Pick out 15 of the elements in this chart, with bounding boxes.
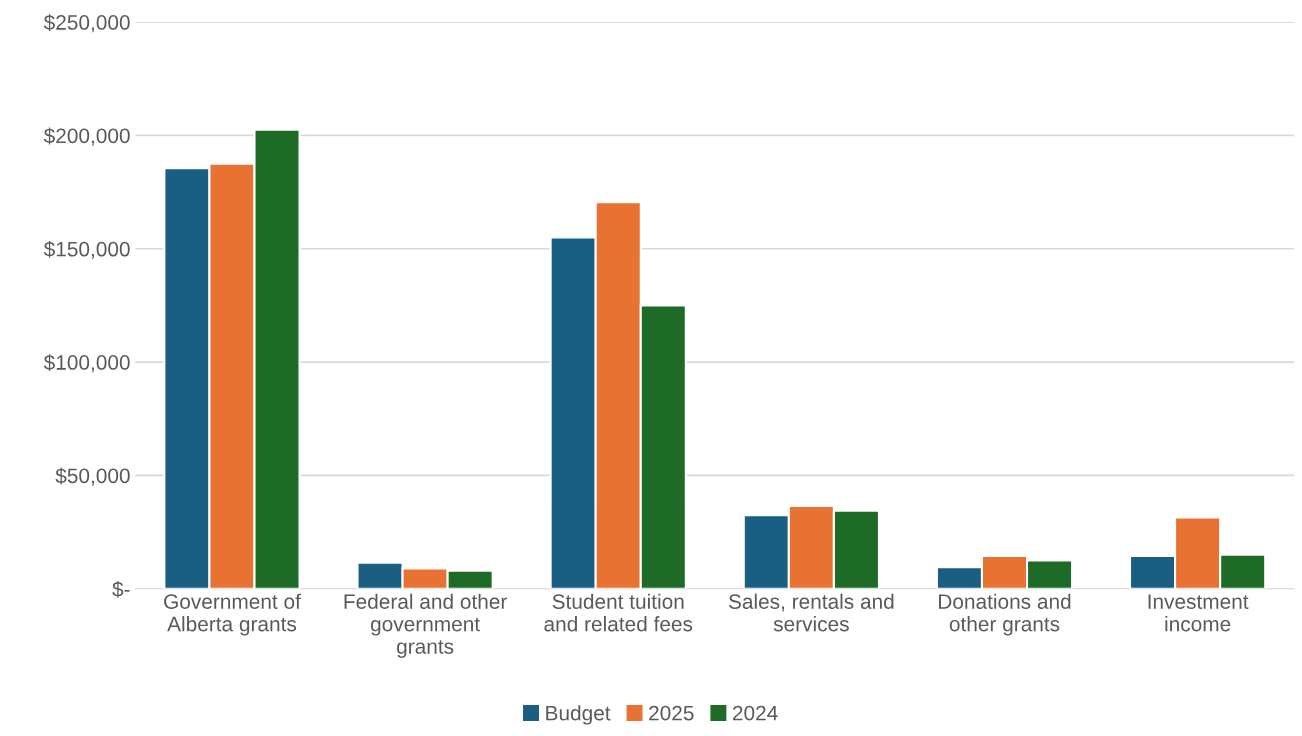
x-tick-label: Sales, rentals and services	[728, 593, 894, 632]
y-tick-label: $-	[112, 580, 130, 598]
x-tick-label: Federal and other government grants	[344, 593, 507, 658]
x-tick-label: Government of Alberta grants	[164, 593, 301, 636]
y-tick-label: $200,000	[43, 127, 130, 146]
y-tick-label: $150,000	[43, 240, 130, 259]
x-tick-label: Investment income	[1148, 594, 1249, 632]
y-tick-label: $250,000	[43, 14, 130, 33]
y-tick-label: $100,000	[43, 354, 130, 373]
x-tick-label: Student tuition and related fees	[544, 593, 693, 632]
x-tick-label: Donations and other grants	[939, 593, 1071, 636]
y-tick-label: $50,000	[55, 467, 130, 486]
legend-label: 2024	[732, 705, 778, 721]
legend-label: Budget	[546, 705, 611, 725]
legend-label: 2025	[649, 705, 694, 721]
